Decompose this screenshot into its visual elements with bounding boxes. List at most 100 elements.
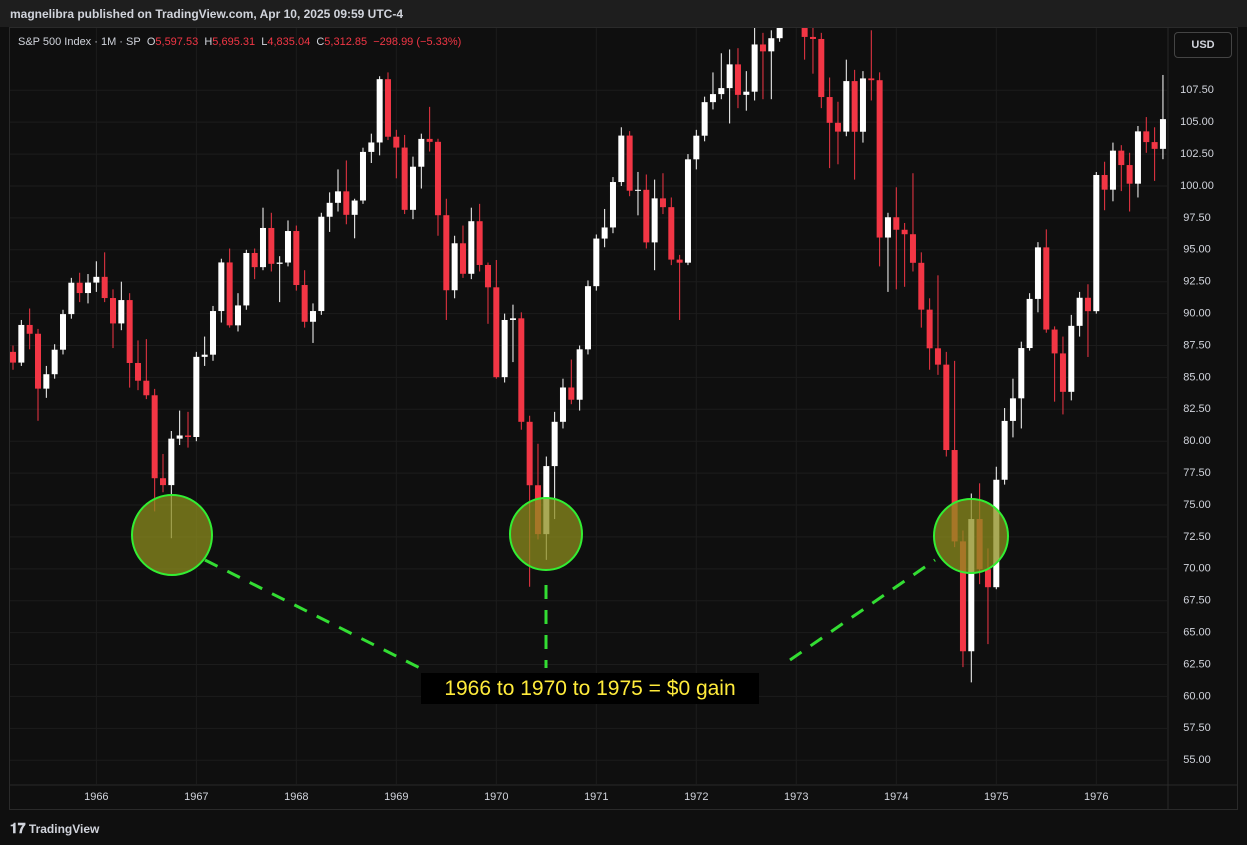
y-tick-label: 80.00 [1183,435,1211,447]
candle-body [418,138,425,167]
candle-body [551,421,558,467]
candle-body [276,262,283,264]
highlight-circle [509,497,583,571]
x-tick-label: 1966 [84,791,108,803]
candle-body [184,435,191,437]
x-tick-label: 1974 [884,791,908,803]
candle-body [434,141,441,216]
candle-body [101,276,108,299]
candle-body [1151,142,1158,149]
y-tick-label: 77.50 [1183,467,1211,479]
candle-body [609,182,616,228]
y-tick-label: 75.00 [1183,499,1211,511]
candle-body [826,97,833,123]
y-tick-label: 65.00 [1183,627,1211,639]
candle-body [59,314,66,350]
footer-logo: 𝟏𝟕 TradingView [10,820,99,837]
candle-body [218,262,225,312]
candle-body [1109,150,1116,190]
y-tick-label: 92.50 [1183,276,1211,288]
candle-body [593,238,600,287]
candle-body [251,252,258,268]
y-tick-label: 70.00 [1183,563,1211,575]
symbol: S&P 500 Index · 1M · SP [18,36,141,48]
ohlc-value: 4,835.04 [267,36,311,48]
candle-body [909,234,916,263]
candle-body [693,135,700,160]
candle-body [26,324,33,334]
candle-body [259,227,266,268]
candle-body [918,262,925,310]
candle-body [459,243,466,274]
candle-body [818,38,825,98]
x-tick-label: 1969 [384,791,408,803]
currency-button[interactable]: USD [1174,32,1232,58]
y-tick-label: 87.50 [1183,339,1211,351]
candle-body [18,324,25,363]
y-tick-label: 90.00 [1183,308,1211,320]
axes: 55.00 57.50 60.00 62.50 65.00 67.50 70.00 72.50… [84,84,1214,803]
ohlc-label: L [261,36,268,48]
y-tick-label: 102.50 [1180,148,1214,160]
candle-body [676,259,683,263]
candle-body [401,147,408,210]
publisher-line: magnelibra published on TradingView.com,… [10,7,403,21]
candle-body [43,374,50,389]
candle-body [301,285,308,322]
candle-body [468,221,475,274]
candle-body [876,80,883,238]
candle-body [293,231,300,286]
candle-body [143,380,150,396]
candle-body [934,348,941,365]
candle-body [1076,297,1083,326]
ohlc-label: H [204,36,213,48]
candle-body [93,276,100,283]
y-tick-label: 100.00 [1180,180,1214,192]
candle-body [426,138,433,142]
candle-body [868,78,875,81]
candle-body [368,142,375,152]
candle-body [84,282,91,294]
candle-body [576,349,583,400]
candle-body [284,231,291,263]
candle-body [201,354,208,357]
candle-body [843,81,850,132]
candle-body [884,217,891,238]
candle-body [743,91,750,95]
candle-body [893,217,900,230]
x-tick-label: 1970 [484,791,508,803]
y-tick-label: 107.50 [1180,84,1214,96]
candle-body [351,200,358,215]
y-tick-label: 67.50 [1183,595,1211,607]
y-tick-label: 62.50 [1183,658,1211,670]
y-tick-label: 72.50 [1183,531,1211,543]
candle-body [68,282,75,315]
candle-body [209,311,216,355]
candle-body [618,135,625,183]
candle-body [768,38,775,52]
candle-body [51,349,58,375]
frame [9,27,1238,810]
x-tick-label: 1967 [184,791,208,803]
candle-body [376,79,383,143]
dashed-line [789,558,936,662]
candle-body [501,319,508,378]
logo-icon: 𝟏𝟕 [10,820,26,836]
x-tick-label: 1976 [1084,791,1108,803]
candle-body [326,202,333,217]
candle-body [1059,353,1066,392]
annotation-shapes [131,494,1009,670]
candle-body [243,252,250,306]
candle-body [134,362,141,381]
candle-body [443,215,450,291]
candle-body [1001,420,1008,480]
candle-body [193,356,200,437]
y-tick-label: 95.00 [1183,244,1211,256]
candle-body [34,333,41,389]
candle-body [1126,165,1133,184]
candle-body [393,136,400,148]
candle-body [1051,329,1058,354]
x-tick-label: 1973 [784,791,808,803]
ohlc-value: 5,312.85 [324,36,368,48]
